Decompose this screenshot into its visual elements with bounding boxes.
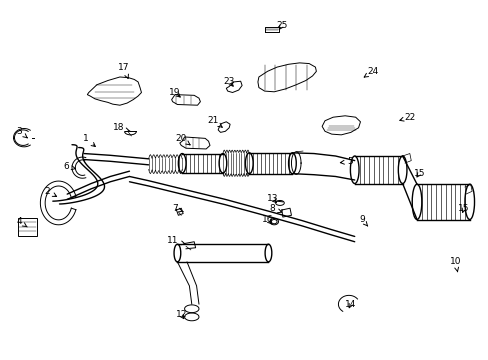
- Text: 18: 18: [113, 123, 130, 132]
- Text: 19: 19: [169, 88, 181, 97]
- Text: 14: 14: [345, 300, 356, 309]
- Text: 25: 25: [276, 21, 287, 30]
- Text: 10: 10: [448, 257, 460, 272]
- Text: 7: 7: [172, 204, 183, 213]
- Text: 21: 21: [207, 116, 222, 127]
- Text: 24: 24: [364, 67, 378, 77]
- Text: 1: 1: [82, 134, 95, 147]
- Text: 8: 8: [269, 204, 281, 213]
- Text: 13: 13: [266, 194, 278, 203]
- Text: 23: 23: [223, 77, 234, 86]
- Text: 20: 20: [175, 134, 190, 145]
- Text: 15: 15: [413, 169, 424, 178]
- Text: 2: 2: [44, 187, 57, 197]
- Text: 12: 12: [175, 310, 186, 319]
- Text: 6: 6: [63, 162, 75, 171]
- Text: 22: 22: [399, 113, 415, 122]
- Text: 3: 3: [17, 127, 27, 138]
- Text: 16: 16: [261, 215, 273, 224]
- Text: 5: 5: [340, 157, 352, 166]
- Text: 4: 4: [17, 217, 27, 227]
- Text: 15: 15: [457, 204, 469, 213]
- Text: 17: 17: [118, 63, 129, 78]
- Text: 11: 11: [166, 236, 184, 245]
- Text: 9: 9: [358, 215, 367, 226]
